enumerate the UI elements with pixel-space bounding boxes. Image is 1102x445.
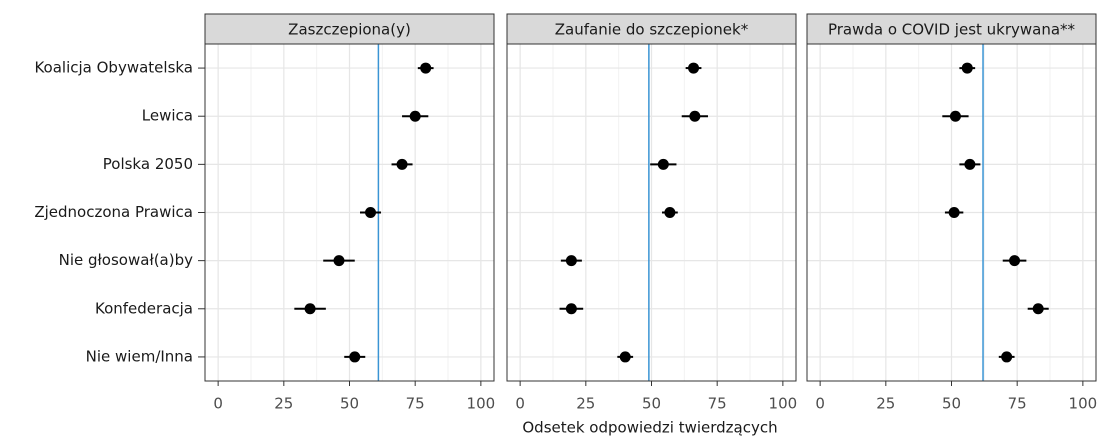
point xyxy=(565,303,577,315)
point xyxy=(1032,303,1044,315)
point xyxy=(420,62,432,74)
x-tick-label: 75 xyxy=(406,395,425,413)
panel-title: Zaszczepiona(y) xyxy=(288,21,411,39)
x-tick-label: 75 xyxy=(1008,395,1027,413)
point xyxy=(1009,255,1021,267)
x-tick-label: 50 xyxy=(340,395,359,413)
x-tick-label: 50 xyxy=(642,395,661,413)
y-tick-label: Zjednoczona Prawica xyxy=(34,203,193,221)
x-tick-label: 25 xyxy=(576,395,595,413)
x-tick-label: 100 xyxy=(1069,395,1098,413)
point xyxy=(964,158,976,170)
x-tick-label: 25 xyxy=(274,395,293,413)
point xyxy=(1001,351,1013,363)
x-tick-label: 0 xyxy=(815,395,825,413)
x-tick-label: 25 xyxy=(876,395,895,413)
y-tick-label: Konfederacja xyxy=(95,299,193,317)
y-tick-label: Nie głosował(a)by xyxy=(59,251,193,269)
point xyxy=(657,158,669,170)
y-tick-label: Polska 2050 xyxy=(103,155,193,173)
x-tick-label: 0 xyxy=(213,395,223,413)
point xyxy=(948,207,960,218)
panel-header xyxy=(506,13,797,45)
panel-border xyxy=(506,43,797,382)
panel-border xyxy=(806,43,1097,382)
x-axis-label: Odsetek odpowiedzi twierdzących xyxy=(522,419,777,437)
point xyxy=(304,303,316,315)
point xyxy=(619,351,631,363)
y-tick-label: Koalicja Obywatelska xyxy=(34,59,193,77)
point xyxy=(565,255,577,267)
point xyxy=(409,110,421,122)
panel-border xyxy=(204,43,495,382)
point xyxy=(688,62,700,74)
point xyxy=(664,207,676,218)
point xyxy=(689,110,701,122)
x-tick-label: 75 xyxy=(708,395,727,413)
point xyxy=(961,62,973,74)
panel-title: Prawda o COVID jest ukrywana** xyxy=(828,21,1076,39)
y-tick-label: Lewica xyxy=(142,107,193,125)
point xyxy=(396,158,408,170)
x-tick-label: 0 xyxy=(515,395,525,413)
panel-title: Zaufanie do szczepionek* xyxy=(555,21,749,39)
point xyxy=(949,110,961,122)
panel-header xyxy=(806,13,1097,45)
y-tick-label: Nie wiem/Inna xyxy=(86,347,193,365)
x-tick-label: 100 xyxy=(467,395,496,413)
x-tick-label: 100 xyxy=(769,395,798,413)
point xyxy=(365,207,377,218)
point xyxy=(333,255,345,267)
point xyxy=(349,351,361,363)
x-tick-label: 50 xyxy=(942,395,961,413)
